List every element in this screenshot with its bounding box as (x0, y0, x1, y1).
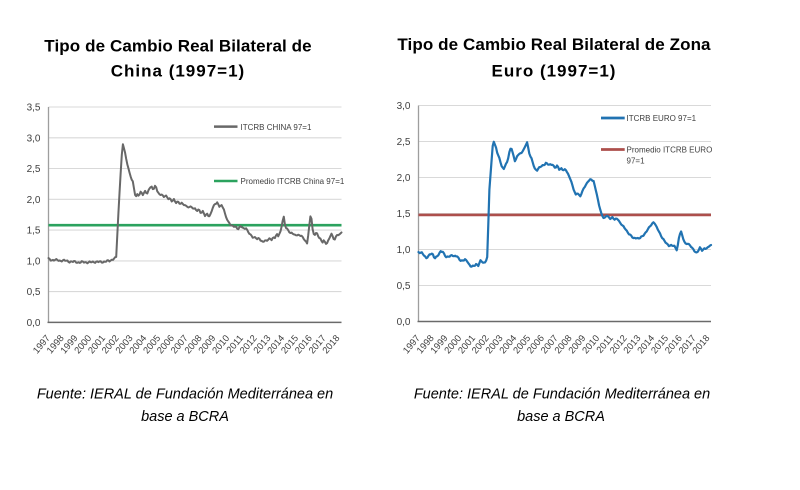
svg-text:3,0: 3,0 (27, 133, 41, 144)
svg-text:1,0: 1,0 (27, 257, 41, 268)
svg-text:Tipo de Cambio Real Bilateral: Tipo de Cambio Real Bilateral de (44, 37, 311, 56)
svg-text:Fuente: IERAL de Fundación Med: Fuente: IERAL de Fundación Mediterránea … (37, 387, 333, 403)
svg-text:Fuente: IERAL de Fundación Med: Fuente: IERAL de Fundación Mediterránea … (414, 387, 710, 403)
svg-text:base a BCRA: base a BCRA (517, 409, 605, 425)
svg-text:0,5: 0,5 (397, 281, 411, 292)
svg-text:Euro (1997=1): Euro (1997=1) (492, 62, 617, 81)
svg-text:0,0: 0,0 (397, 317, 411, 328)
svg-text:China (1997=1): China (1997=1) (111, 62, 245, 81)
svg-text:3,0: 3,0 (397, 101, 411, 112)
svg-text:2,0: 2,0 (397, 173, 411, 184)
svg-text:ITCRB CHINA 97=1: ITCRB CHINA 97=1 (241, 123, 312, 132)
svg-text:2,5: 2,5 (27, 164, 41, 175)
svg-text:2,0: 2,0 (27, 195, 41, 206)
svg-text:2,5: 2,5 (397, 137, 411, 148)
svg-text:base a BCRA: base a BCRA (141, 409, 229, 425)
svg-text:1,5: 1,5 (27, 226, 41, 237)
svg-text:ITCRB EURO 97=1: ITCRB EURO 97=1 (627, 114, 697, 123)
svg-text:1,5: 1,5 (397, 209, 411, 220)
svg-text:Promedio ITCRB China 97=1: Promedio ITCRB China 97=1 (241, 177, 345, 186)
svg-text:Tipo de Cambio Real Bilateral: Tipo de Cambio Real Bilateral de Zona (397, 35, 711, 54)
svg-text:0,5: 0,5 (27, 287, 41, 298)
svg-text:97=1: 97=1 (627, 157, 646, 166)
svg-text:3,5: 3,5 (27, 103, 41, 114)
svg-text:0,0: 0,0 (27, 318, 41, 329)
svg-text:Promedio ITCRB EURO: Promedio ITCRB EURO (627, 146, 713, 155)
svg-text:1,0: 1,0 (397, 245, 411, 256)
